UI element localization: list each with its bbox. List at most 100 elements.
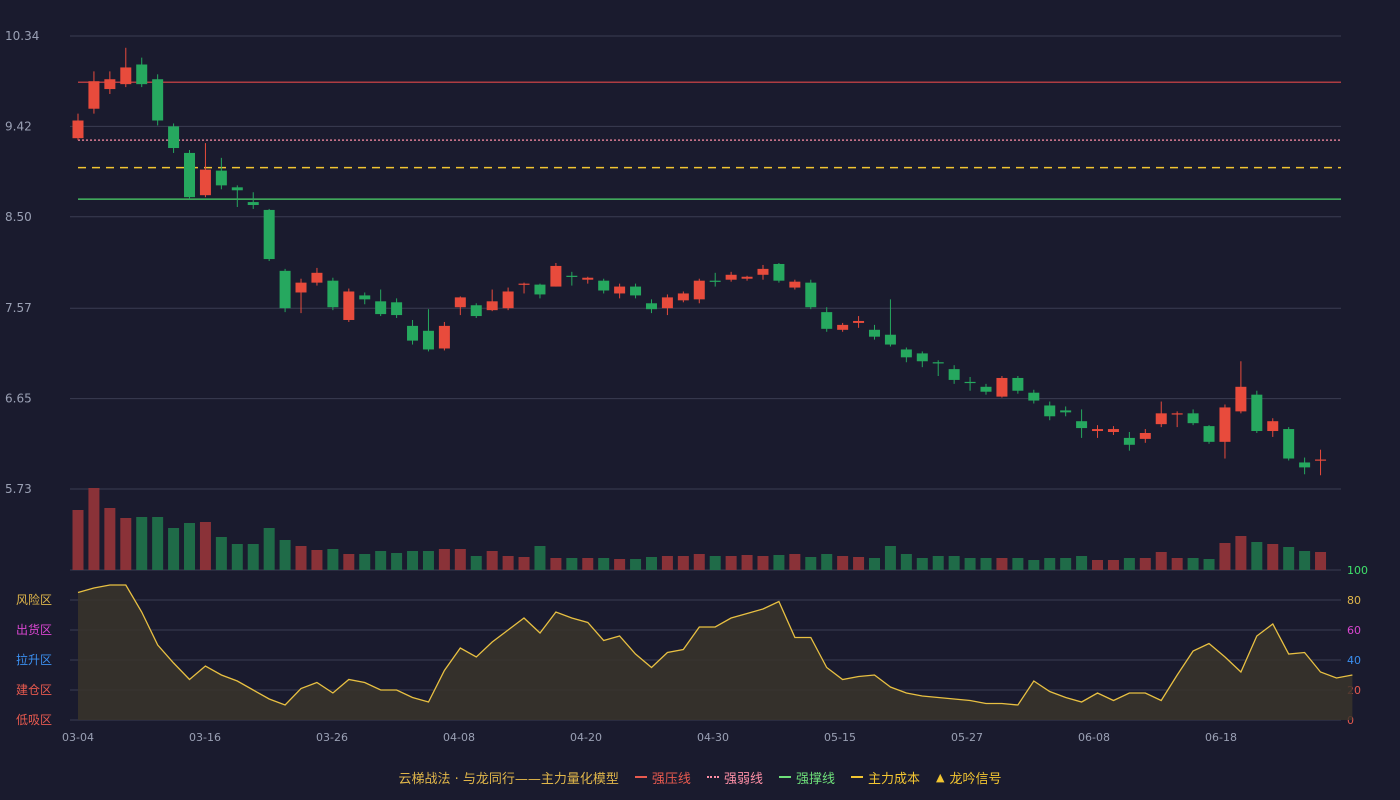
volume-bar — [1315, 552, 1327, 570]
candle-body — [916, 353, 928, 362]
x-tick-label: 03-16 — [189, 731, 221, 744]
volume-bar — [1107, 560, 1119, 570]
volume-bar — [1283, 547, 1295, 570]
indicator-tick-label: 80 — [1347, 594, 1361, 607]
candle-body — [1299, 462, 1311, 468]
legend-label: 龙吟信号 — [949, 771, 1002, 787]
candle-body — [980, 386, 992, 392]
candle-body — [1092, 429, 1104, 432]
volume-bar — [1267, 544, 1279, 570]
candle-body — [550, 265, 562, 287]
candle-body — [1251, 394, 1263, 432]
legend-swatch — [850, 776, 863, 778]
price-tick-label: 9.42 — [5, 119, 32, 133]
volume-bar — [295, 546, 307, 570]
candle-body — [407, 325, 419, 341]
volume-bar — [279, 540, 291, 570]
volume-bar — [614, 559, 626, 570]
zone-label: 风险区 — [16, 592, 52, 607]
volume-bar — [231, 544, 243, 570]
candle-body — [1235, 386, 1247, 412]
candle-body — [486, 301, 498, 311]
candle-body — [88, 81, 100, 109]
legend-item-strong-pressure[interactable]: 强压线 — [634, 768, 691, 787]
volume-bar — [805, 557, 817, 570]
candle-body — [263, 209, 275, 260]
volume-bar — [582, 558, 594, 570]
volume-bar — [932, 556, 944, 570]
legend-label: 强弱线 — [723, 771, 763, 787]
volume-bar — [1076, 556, 1088, 570]
volume-bar — [916, 558, 928, 570]
volume-bar — [757, 556, 769, 570]
candle-body — [614, 286, 626, 294]
zone-label: 低吸区 — [16, 713, 52, 727]
legend-item-signal[interactable]: ▲ 龙吟信号 — [936, 768, 1001, 787]
volume-bar — [661, 556, 673, 570]
price-tick-label: 5.73 — [5, 482, 32, 496]
volume-bar — [263, 528, 275, 570]
x-tick-label: 05-15 — [824, 731, 856, 744]
volume-bar — [1044, 558, 1056, 570]
candle-body — [884, 334, 896, 345]
candle-body — [104, 79, 116, 90]
legend-swatch — [778, 776, 791, 778]
x-tick-label: 06-08 — [1078, 731, 1110, 744]
price-tick-label: 8.50 — [5, 210, 32, 224]
x-tick-label: 03-26 — [316, 731, 348, 744]
volume-bar — [136, 517, 148, 570]
chart-legend: 云梯战法 · 与龙同行——主力量化模型 强压线 强弱线 强撑线 主力成本 ▲ 龙… — [0, 766, 1400, 788]
candle-body — [375, 301, 387, 315]
candle-body — [1155, 413, 1167, 425]
volume-bar — [120, 518, 132, 570]
volume-bar — [693, 554, 705, 570]
volume-bar — [1060, 558, 1072, 570]
volume-bar — [72, 510, 84, 570]
volume-bar — [407, 551, 419, 570]
volume-bar — [900, 554, 912, 570]
volume-bar — [327, 549, 339, 570]
candle-body — [821, 312, 833, 329]
candle-body — [311, 272, 323, 283]
candle-body — [1187, 413, 1199, 424]
candle-body — [327, 280, 339, 308]
volume-bar — [422, 551, 434, 570]
legend-item-strong-weak[interactable]: 强弱线 — [706, 768, 763, 787]
volume-bar — [199, 522, 211, 570]
legend-swatch — [634, 776, 647, 778]
volume-bar — [1028, 560, 1040, 570]
candle-body — [438, 325, 450, 349]
volume-bar — [964, 558, 976, 570]
legend-item-strong-support[interactable]: 强撑线 — [778, 768, 835, 787]
candle-body — [1044, 405, 1056, 417]
candle-body — [502, 291, 514, 309]
volume-bar — [88, 488, 100, 570]
candle-body — [1028, 392, 1040, 401]
volume-bar — [1187, 558, 1199, 570]
legend-title: 云梯战法 · 与龙同行——主力量化模型 — [398, 771, 619, 787]
volume-bar — [104, 508, 116, 570]
candle-body — [422, 330, 434, 350]
candle-body — [582, 277, 594, 280]
volume-bar — [247, 544, 259, 570]
volume-bar — [486, 551, 498, 570]
candlestick-chart: 10.349.428.507.576.655.73100806040200风险区… — [5, 29, 1368, 744]
volume-bar — [343, 554, 355, 570]
candle-body — [789, 281, 801, 288]
x-tick-label: 04-30 — [697, 731, 729, 744]
zone-label: 出货区 — [16, 622, 52, 637]
legend-swatch — [706, 776, 719, 778]
candle-body — [184, 152, 196, 198]
candle-body — [773, 263, 785, 281]
volume-bar — [518, 557, 530, 570]
candle-body — [964, 381, 976, 384]
candle-body — [1283, 429, 1295, 459]
candle-body — [136, 64, 148, 85]
price-tick-label: 6.65 — [5, 392, 32, 406]
candle-body — [837, 324, 849, 330]
candle-body — [343, 291, 355, 320]
legend-item-main-cost[interactable]: 主力成本 — [850, 768, 920, 787]
volume-bar — [725, 556, 737, 570]
candle-body — [996, 377, 1008, 397]
candle-body — [1219, 407, 1231, 442]
